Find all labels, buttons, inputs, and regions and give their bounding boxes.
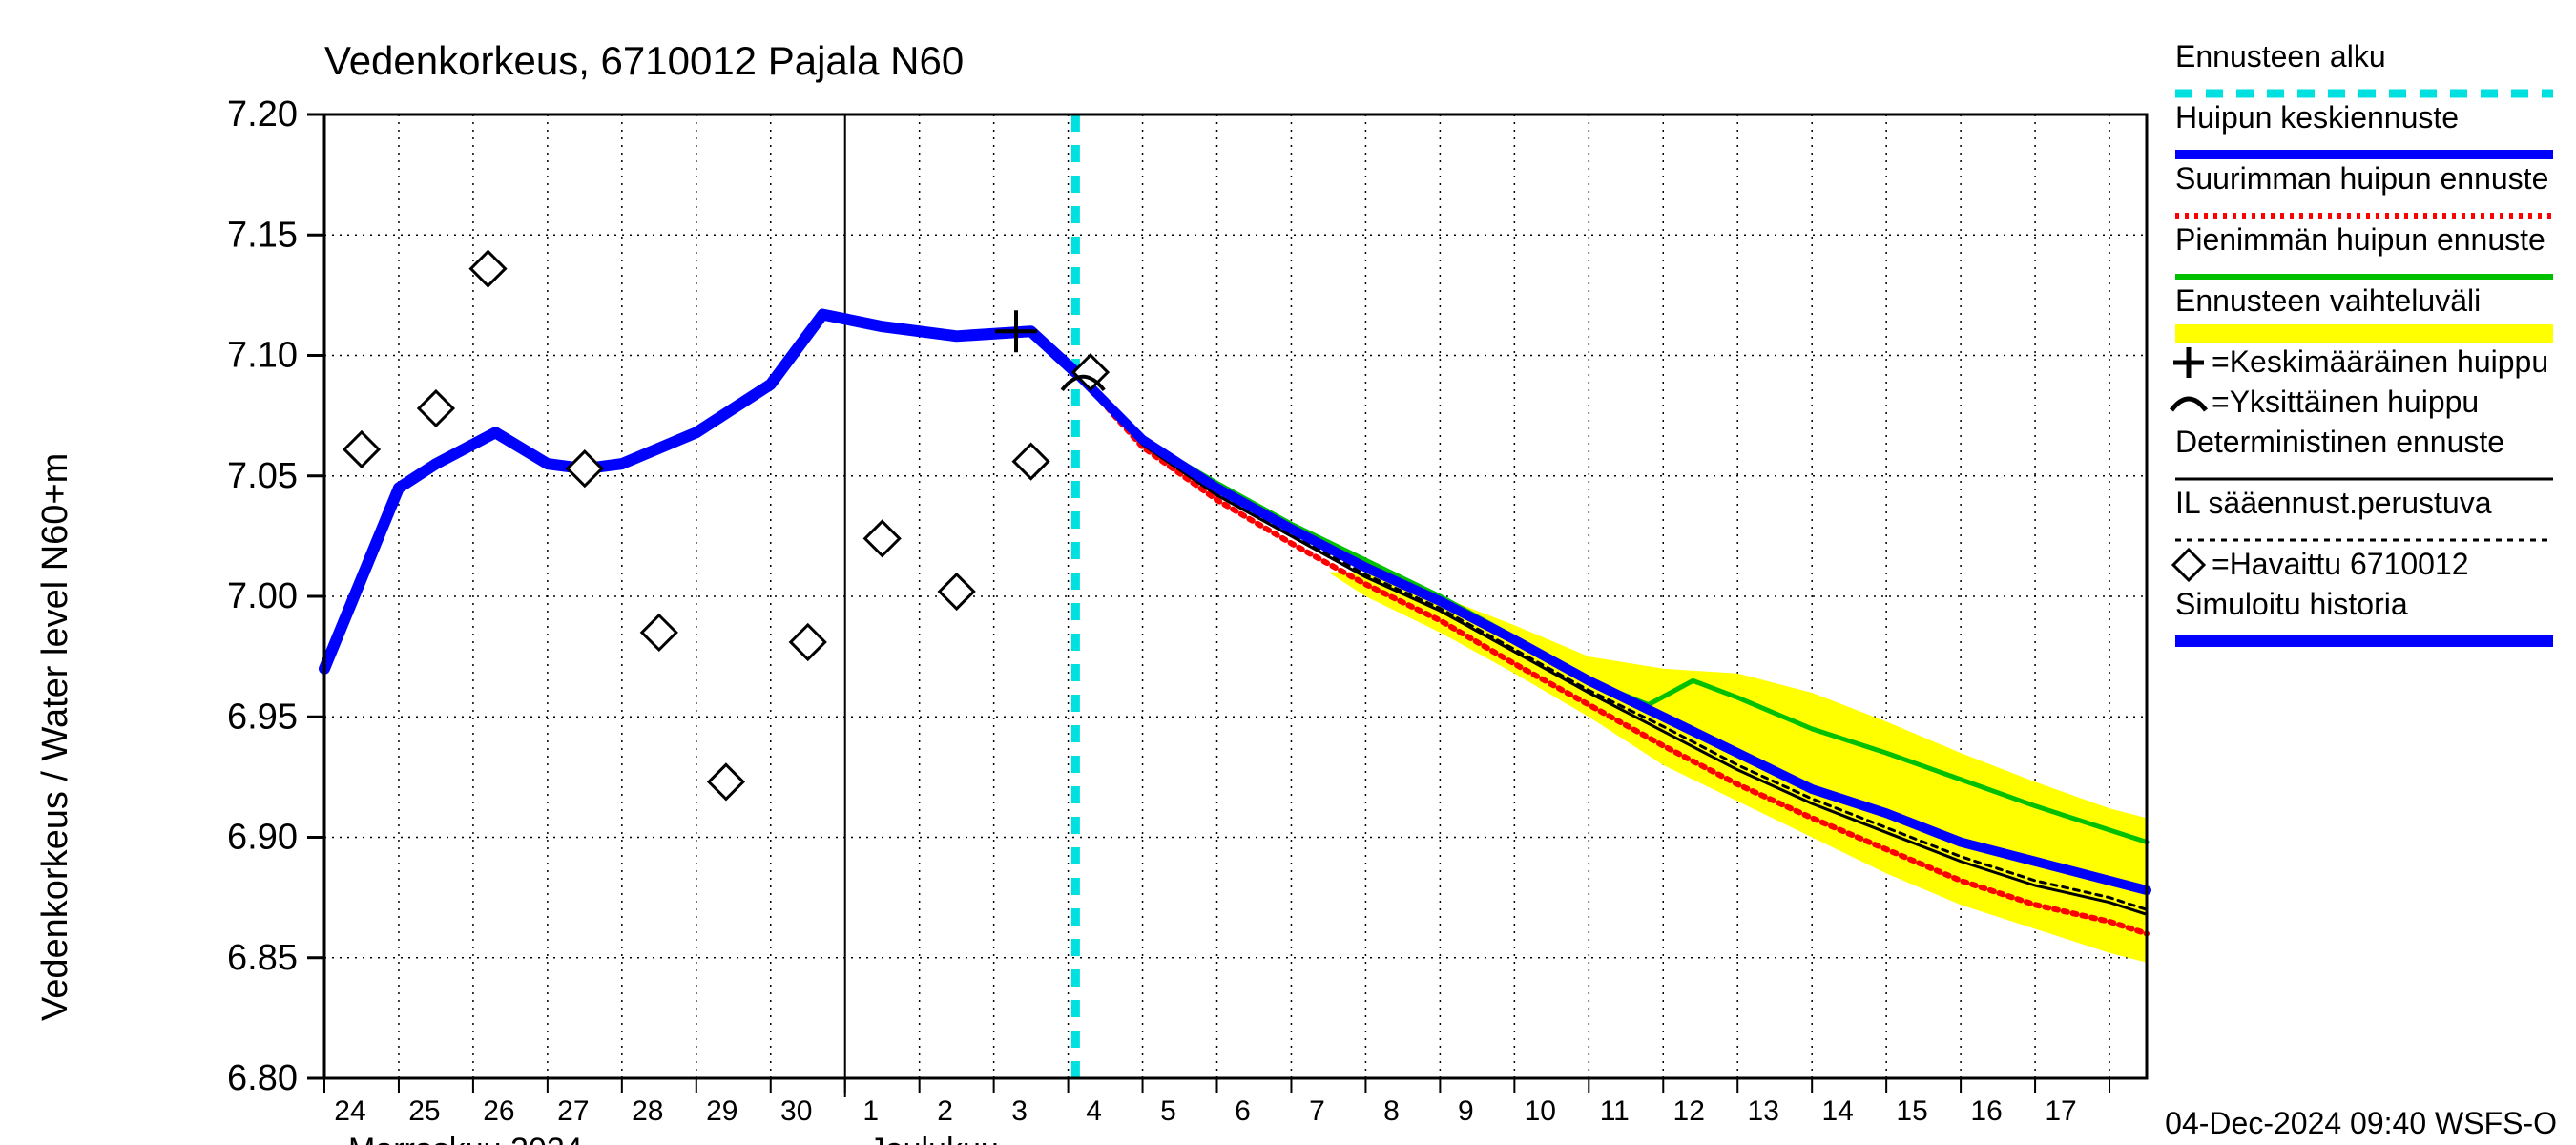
y-tick-label: 7.00 [227, 576, 298, 616]
x-tick-label: 17 [2045, 1095, 2076, 1127]
y-tick-label: 7.20 [227, 94, 298, 135]
month-label: Marraskuu 2024 [348, 1132, 583, 1145]
x-tick-label: 14 [1821, 1095, 1853, 1127]
x-tick-label: 7 [1309, 1095, 1325, 1127]
x-tick-label: 13 [1748, 1095, 1779, 1127]
y-tick-label: 6.85 [227, 938, 298, 978]
x-tick-label: 15 [1896, 1095, 1927, 1127]
x-tick-label: 30 [780, 1095, 812, 1127]
x-tick-label: 27 [557, 1095, 589, 1127]
x-tick-label: 12 [1673, 1095, 1705, 1127]
x-tick-label: 4 [1086, 1095, 1102, 1127]
x-tick-label: 5 [1160, 1095, 1176, 1127]
y-axis-label: Vedenkorkeus / Water level N60+m [35, 453, 75, 1021]
y-tick-label: 7.10 [227, 336, 298, 376]
legend-label: =Yksittäinen huippu [2212, 385, 2479, 419]
y-tick-label: 7.05 [227, 456, 298, 496]
legend-label: Deterministinen ennuste [2175, 425, 2504, 459]
water-level-chart: 6.806.856.906.957.007.057.107.157.202425… [0, 0, 2576, 1145]
legend-label: Huipun keskiennuste [2175, 100, 2459, 135]
x-tick-label: 9 [1458, 1095, 1474, 1127]
x-tick-label: 11 [1600, 1095, 1630, 1127]
x-tick-label: 28 [632, 1095, 663, 1127]
x-tick-label: 26 [483, 1095, 514, 1127]
legend-label: Pienimmän huipun ennuste [2175, 222, 2545, 257]
x-tick-label: 8 [1383, 1095, 1400, 1127]
x-tick-label: 29 [706, 1095, 737, 1127]
x-tick-label: 6 [1235, 1095, 1251, 1127]
month-label: Joulukuu [869, 1132, 999, 1145]
x-tick-label: 24 [334, 1095, 365, 1127]
y-tick-label: 6.90 [227, 818, 298, 858]
legend-label: IL sääennust.perustuva [2175, 486, 2492, 520]
chart-footer: 04-Dec-2024 09:40 WSFS-O [2165, 1106, 2557, 1140]
legend-label: Simuloitu historia [2175, 587, 2408, 621]
legend-label: Suurimman huipun ennuste [2175, 161, 2548, 196]
x-tick-label: 1 [862, 1095, 879, 1127]
legend-label: Ennusteen vaihteluväli [2175, 283, 2481, 318]
x-tick-label: 10 [1525, 1095, 1556, 1127]
y-tick-label: 7.15 [227, 215, 298, 255]
x-tick-label: 3 [1011, 1095, 1028, 1127]
legend-label: =Havaittu 6710012 [2212, 547, 2469, 581]
y-tick-label: 6.95 [227, 697, 298, 737]
x-tick-label: 25 [408, 1095, 440, 1127]
x-tick-label: 16 [1970, 1095, 2002, 1127]
x-tick-label: 2 [937, 1095, 953, 1127]
y-tick-label: 6.80 [227, 1058, 298, 1098]
chart-title: Vedenkorkeus, 6710012 Pajala N60 [324, 38, 964, 83]
legend-label: =Keskimääräinen huippu [2212, 344, 2548, 379]
legend-label: Ennusteen alku [2175, 39, 2386, 73]
